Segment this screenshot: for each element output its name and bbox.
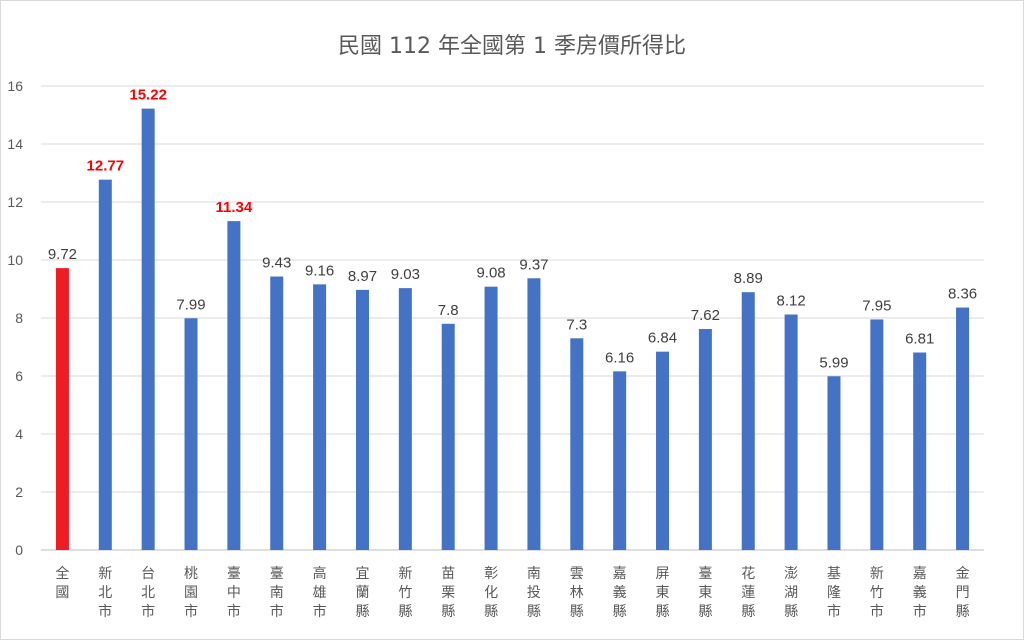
bar-11	[527, 278, 541, 550]
category-label: 高雄市	[313, 565, 327, 620]
category-label: 屏東縣	[656, 566, 670, 620]
bar-17	[784, 314, 798, 550]
data-label: 7.95	[862, 297, 891, 314]
data-label: 8.97	[348, 268, 377, 285]
bar-7	[355, 289, 369, 550]
bar-2	[141, 108, 155, 551]
data-label: 8.12	[777, 293, 806, 310]
category-label: 桃園市	[184, 566, 198, 620]
y-tick-label: 8	[15, 310, 23, 326]
bar-1	[98, 179, 112, 551]
data-label: 6.84	[648, 330, 677, 347]
bar-16	[741, 292, 755, 550]
category-label: 臺東縣	[698, 566, 712, 620]
bar-18	[827, 376, 841, 550]
bar-9	[441, 323, 455, 550]
category-label: 嘉義市	[913, 566, 927, 620]
bar-5	[270, 276, 284, 550]
bar-21	[956, 307, 970, 550]
bars	[55, 108, 970, 551]
data-label: 8.36	[948, 286, 977, 303]
y-tick-label: 0	[15, 542, 23, 558]
y-tick-label: 12	[7, 194, 23, 210]
data-label: 9.03	[391, 266, 420, 283]
category-label: 澎湖縣	[784, 566, 798, 620]
bar-15	[698, 329, 712, 550]
category-label: 臺南市	[270, 566, 284, 620]
bar-3	[184, 318, 198, 550]
category-label: 臺中市	[227, 566, 241, 620]
data-label: 9.43	[262, 255, 291, 272]
x-axis-categories: 全國 新北市 台北市 桃園市 臺中市 臺南市 高雄市 宜蘭縣 新竹縣 苗栗縣 彰化縣 南投縣 雲林縣 嘉義…	[55, 565, 969, 620]
data-label: 6.81	[905, 331, 934, 348]
data-label: 7.3	[566, 316, 587, 333]
bar-8	[398, 288, 412, 550]
category-label: 新竹市	[870, 566, 884, 620]
y-tick-label: 4	[15, 426, 23, 442]
gridlines	[41, 85, 984, 551]
data-label: 6.16	[605, 349, 634, 366]
bar-19	[870, 319, 884, 550]
data-label: 11.34	[216, 199, 253, 216]
y-tick-label: 10	[7, 252, 23, 268]
category-label: 新北市	[98, 566, 112, 620]
y-tick-label: 2	[15, 484, 23, 500]
data-label: 7.8	[438, 302, 459, 319]
bar-10	[484, 286, 498, 550]
data-label: 8.89	[734, 270, 763, 287]
category-label: 基隆市	[827, 565, 841, 620]
category-label: 雲林縣	[570, 566, 584, 620]
data-labels: 9.72 12.77 15.22 7.99 11.34 9.43 9.16 8.97 9.03 7…	[48, 87, 977, 372]
category-label: 新竹縣	[398, 566, 412, 620]
category-label: 花蓮縣	[741, 566, 755, 620]
category-label: 彰化縣	[484, 565, 498, 620]
category-label: 台北市	[141, 566, 155, 620]
data-label: 5.99	[819, 354, 848, 371]
data-label: 12.77	[87, 158, 125, 175]
category-label: 嘉義縣	[613, 566, 627, 620]
category-label: 金門縣	[956, 566, 970, 620]
y-axis-ticks: 0 2 4 6 8 10 12 14 16	[7, 78, 23, 558]
bar-4	[227, 221, 241, 550]
y-tick-label: 6	[15, 368, 23, 384]
data-label: 9.16	[305, 262, 334, 279]
bar-14	[656, 351, 670, 550]
bar-13	[613, 371, 627, 550]
category-label: 全國	[55, 565, 69, 601]
data-label: 7.62	[691, 307, 720, 324]
bar-0	[55, 268, 69, 550]
chart-title: 民國 112 年全國第 1 季房價所得比	[338, 34, 686, 59]
category-label: 苗栗縣	[441, 566, 455, 620]
bar-6	[313, 284, 327, 550]
data-label: 9.37	[519, 256, 548, 273]
data-label: 9.72	[48, 246, 77, 263]
y-tick-label: 14	[7, 136, 23, 152]
category-label: 宜蘭縣	[355, 566, 369, 620]
bar-12	[570, 338, 584, 550]
y-tick-label: 16	[7, 78, 23, 94]
category-label: 南投縣	[527, 566, 541, 620]
bar-20	[913, 352, 927, 550]
data-label: 9.08	[476, 265, 505, 282]
data-label: 7.99	[176, 296, 205, 313]
data-label: 15.22	[129, 87, 167, 104]
